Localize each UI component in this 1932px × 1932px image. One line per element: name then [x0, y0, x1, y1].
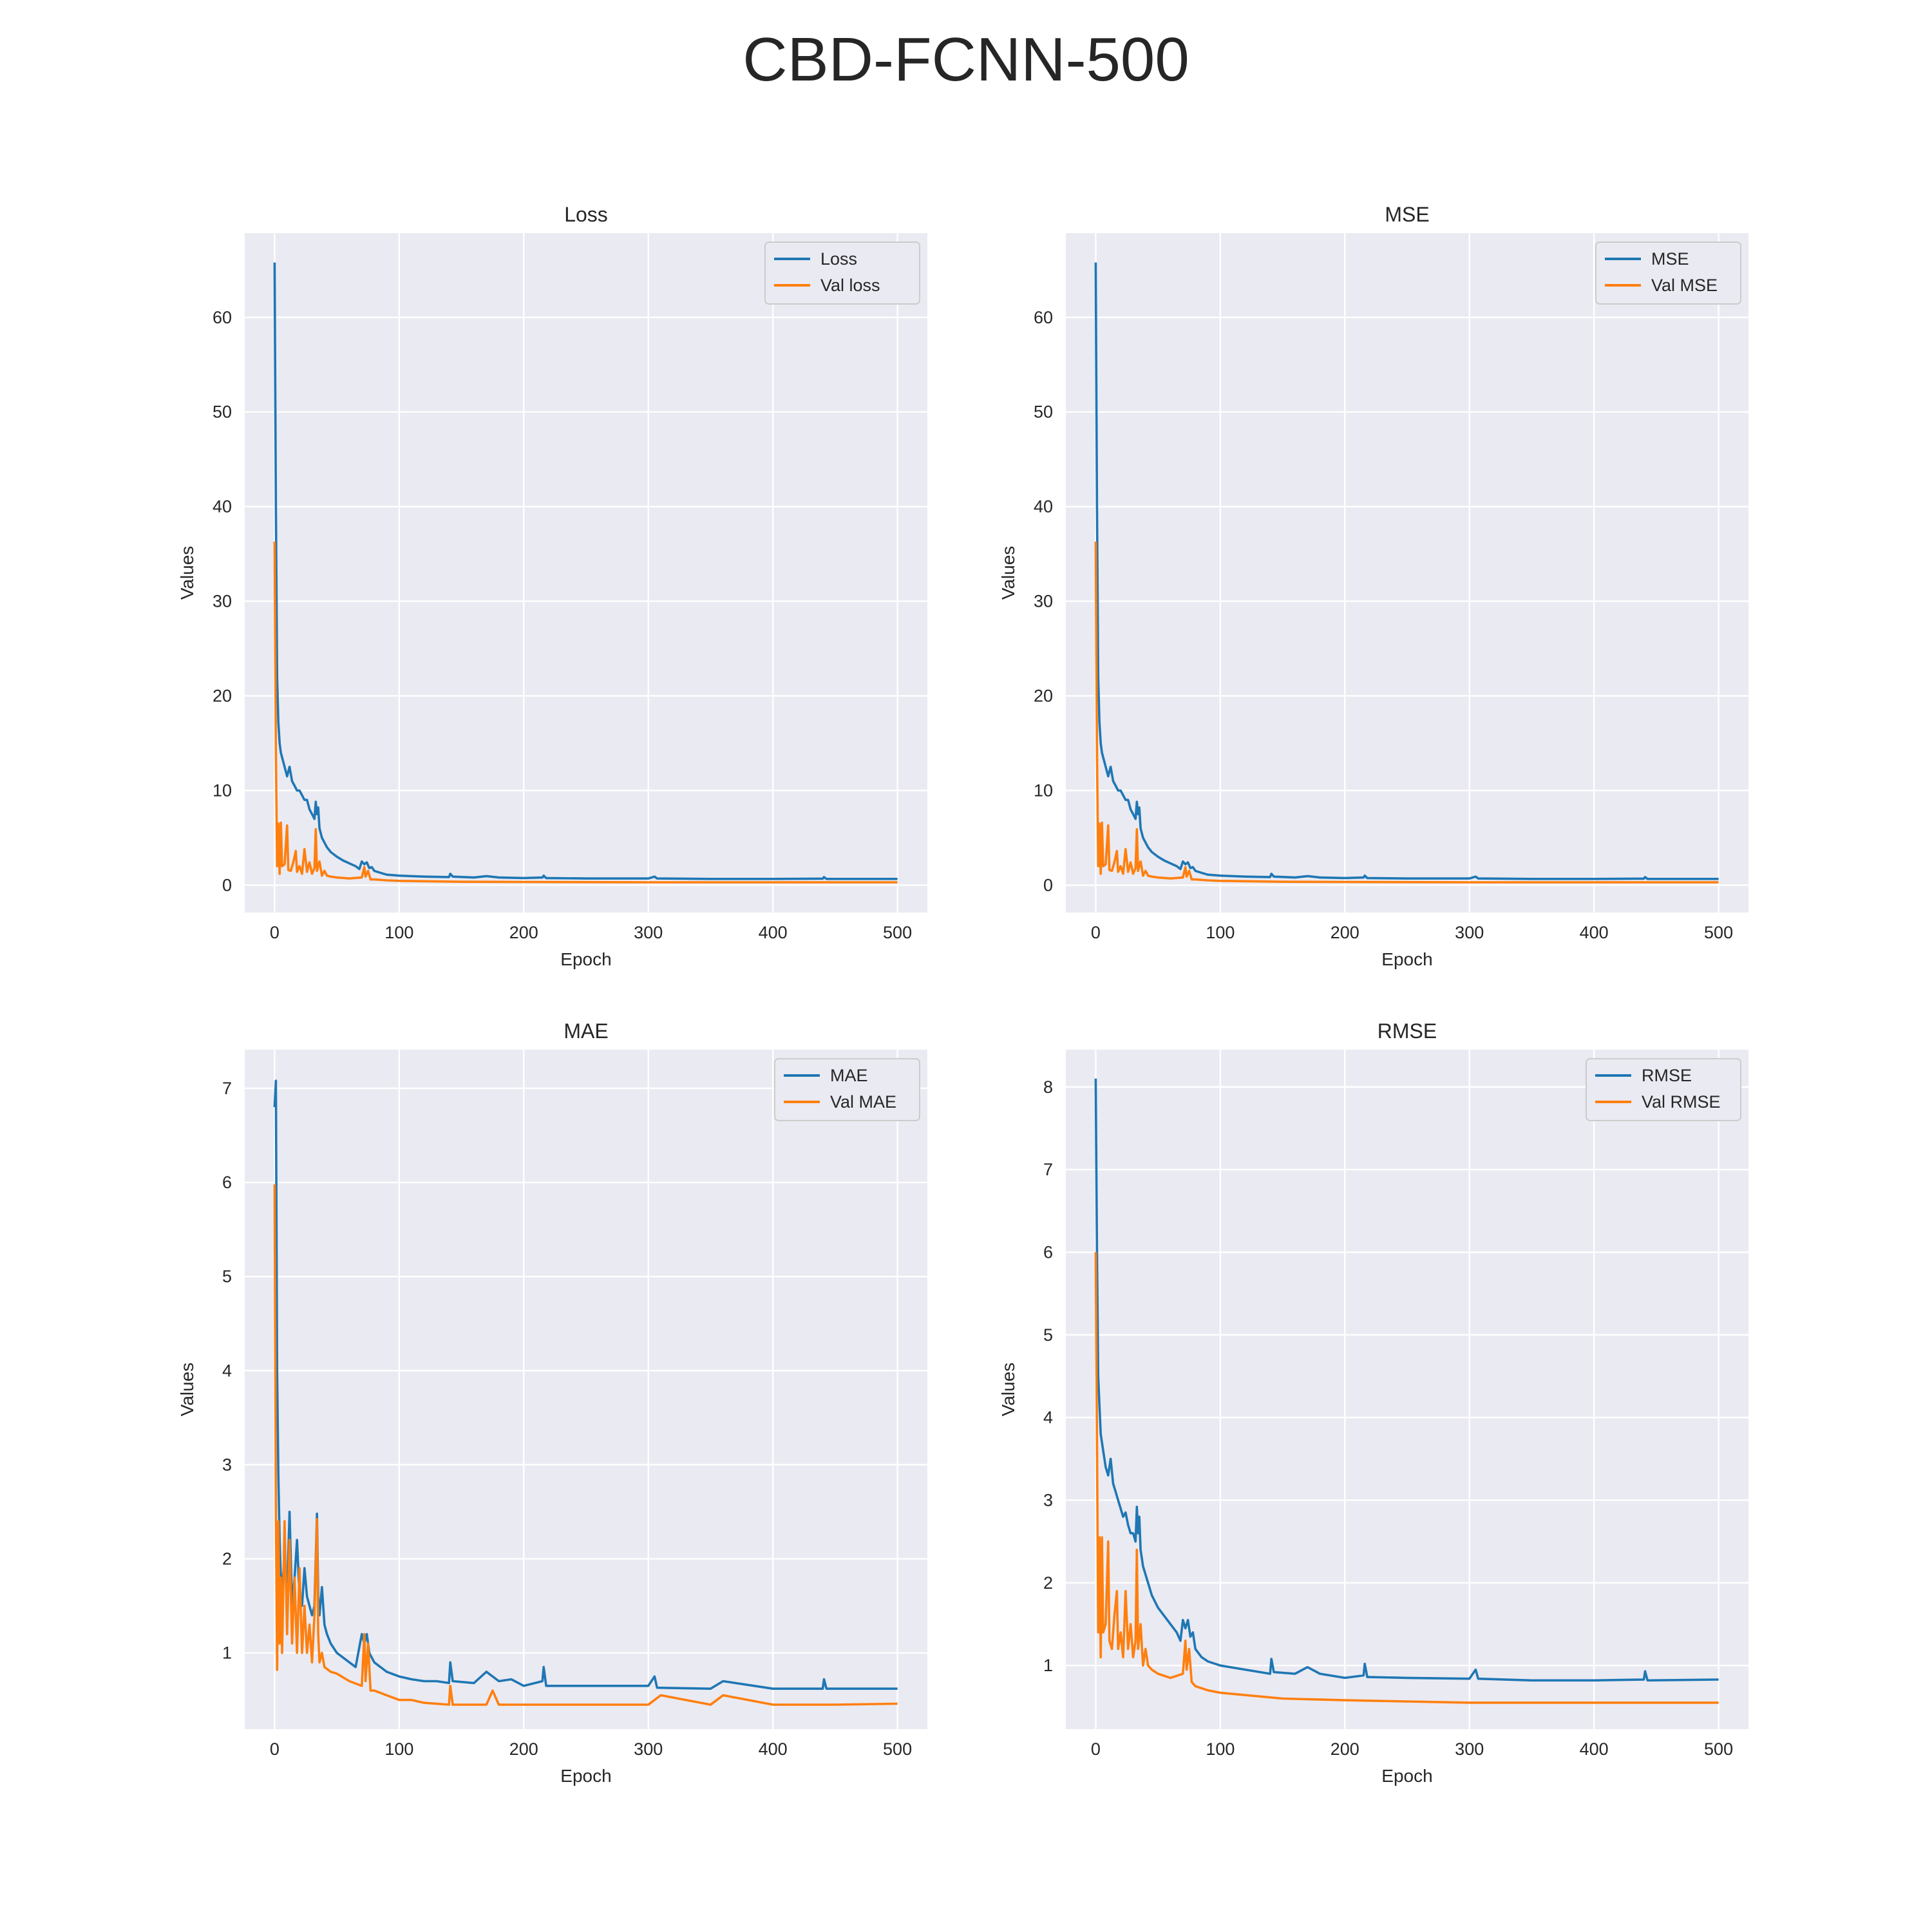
y-tick-label: 40	[213, 497, 232, 516]
x-tick-label: 400	[759, 923, 788, 942]
x-tick-label: 0	[270, 1739, 279, 1759]
x-tick-label: 400	[1580, 923, 1609, 942]
x-axis-label: Epoch	[1381, 949, 1432, 969]
y-tick-label: 30	[213, 592, 232, 611]
y-axis-label: Values	[998, 1363, 1018, 1417]
x-tick-label: 200	[1331, 1739, 1359, 1759]
y-tick-label: 2	[1043, 1573, 1053, 1593]
figure-title: CBD-FCNN-500	[743, 25, 1189, 94]
x-tick-label: 200	[1331, 923, 1359, 942]
x-tick-label: 200	[509, 923, 538, 942]
series-line-train	[273, 262, 898, 880]
plot-background	[1066, 233, 1748, 913]
y-axis-label: Values	[177, 1363, 197, 1417]
x-tick-label: 300	[1455, 1739, 1484, 1759]
x-tick-label: 500	[1704, 1739, 1733, 1759]
x-tick-label: 100	[384, 923, 413, 942]
y-tick-label: 6	[222, 1173, 232, 1192]
y-tick-label: 3	[1043, 1490, 1053, 1510]
x-tick-label: 400	[759, 1739, 788, 1759]
plot-background	[245, 233, 927, 913]
legend-label: Loss	[820, 249, 857, 269]
series-line-train	[1094, 1078, 1719, 1682]
x-tick-label: 200	[509, 1739, 538, 1759]
legend-label: RMSE	[1642, 1066, 1692, 1085]
legend-label: Val loss	[820, 276, 880, 295]
panel-title: RMSE	[1378, 1019, 1437, 1043]
x-axis-label: Epoch	[560, 949, 611, 969]
x-tick-label: 500	[1704, 923, 1733, 942]
x-axis-label: Epoch	[1381, 1766, 1432, 1786]
y-tick-label: 60	[213, 308, 232, 327]
legend: RMSE Val RMSE	[1586, 1058, 1741, 1121]
x-tick-label: 0	[1091, 1739, 1101, 1759]
y-tick-label: 50	[213, 402, 232, 422]
series-line-val	[273, 541, 898, 884]
x-tick-label: 100	[384, 1739, 413, 1759]
x-tick-label: 100	[1206, 923, 1235, 942]
x-tick-label: 500	[883, 923, 912, 942]
y-tick-label: 1	[1043, 1656, 1053, 1675]
x-tick-label: 0	[270, 923, 279, 942]
y-tick-label: 7	[222, 1079, 232, 1098]
y-tick-label: 3	[222, 1455, 232, 1474]
y-tick-label: 2	[222, 1549, 232, 1569]
series-line-train	[1094, 262, 1719, 880]
y-tick-label: 4	[222, 1361, 232, 1380]
y-tick-label: 6	[1043, 1242, 1053, 1262]
series-line-val	[273, 1184, 898, 1706]
x-tick-label: 300	[1455, 923, 1484, 942]
legend-label: Val MSE	[1651, 276, 1718, 295]
mse-panel: 0 100 200 300 400 500 0 10 20 30 40 50 60 MSE Epoch Val…	[998, 203, 1748, 969]
y-tick-label: 30	[1034, 592, 1053, 611]
x-axis-label: Epoch	[560, 1766, 611, 1786]
x-tick-label: 500	[883, 1739, 912, 1759]
plot-background	[245, 1050, 927, 1729]
plot-background	[1066, 1050, 1748, 1729]
y-tick-label: 10	[1034, 781, 1053, 800]
y-tick-label: 7	[1043, 1160, 1053, 1179]
loss-panel: 0 100 200 300 400 500 0 10 20 30 40 50 60 Loss Epoch Va…	[177, 203, 927, 969]
y-tick-label: 60	[1034, 308, 1053, 327]
panel-title: MSE	[1385, 203, 1429, 226]
legend: MSE Val MSE	[1595, 242, 1741, 305]
rmse-panel: 0 100 200 300 400 500 1 2 3 4 5 6 7 8 RMSE Epoch Values R…	[998, 1019, 1748, 1786]
y-tick-label: 20	[1034, 687, 1053, 706]
y-axis-label: Values	[998, 546, 1018, 600]
y-tick-label: 4	[1043, 1408, 1053, 1427]
y-tick-label: 0	[222, 875, 232, 895]
panel-title: Loss	[564, 203, 608, 226]
panel-title: MAE	[564, 1019, 608, 1043]
mae-panel: 0 100 200 300 400 500 1 2 3 4 5 6 7 MAE Epoch Values MAE…	[177, 1019, 927, 1786]
y-axis-label: Values	[177, 546, 197, 600]
series-line-val	[1094, 1252, 1719, 1704]
y-tick-label: 5	[222, 1267, 232, 1286]
legend: Loss Val loss	[764, 242, 920, 305]
x-tick-label: 100	[1206, 1739, 1235, 1759]
y-tick-label: 20	[213, 687, 232, 706]
y-tick-label: 8	[1043, 1077, 1053, 1097]
legend-label: MAE	[830, 1066, 868, 1085]
y-tick-label: 1	[222, 1643, 232, 1663]
legend: MAE Val MAE	[774, 1058, 920, 1121]
x-tick-label: 300	[634, 923, 663, 942]
legend-label: MSE	[1651, 249, 1689, 269]
y-tick-label: 5	[1043, 1325, 1053, 1345]
series-line-val	[1094, 541, 1719, 884]
y-tick-label: 0	[1043, 875, 1053, 895]
x-tick-label: 0	[1091, 923, 1101, 942]
legend-label: Val MAE	[830, 1092, 896, 1112]
y-tick-label: 50	[1034, 402, 1053, 422]
y-tick-label: 40	[1034, 497, 1053, 516]
legend-label: Val RMSE	[1642, 1092, 1721, 1112]
x-tick-label: 300	[634, 1739, 663, 1759]
y-tick-label: 10	[213, 781, 232, 800]
x-tick-label: 400	[1580, 1739, 1609, 1759]
